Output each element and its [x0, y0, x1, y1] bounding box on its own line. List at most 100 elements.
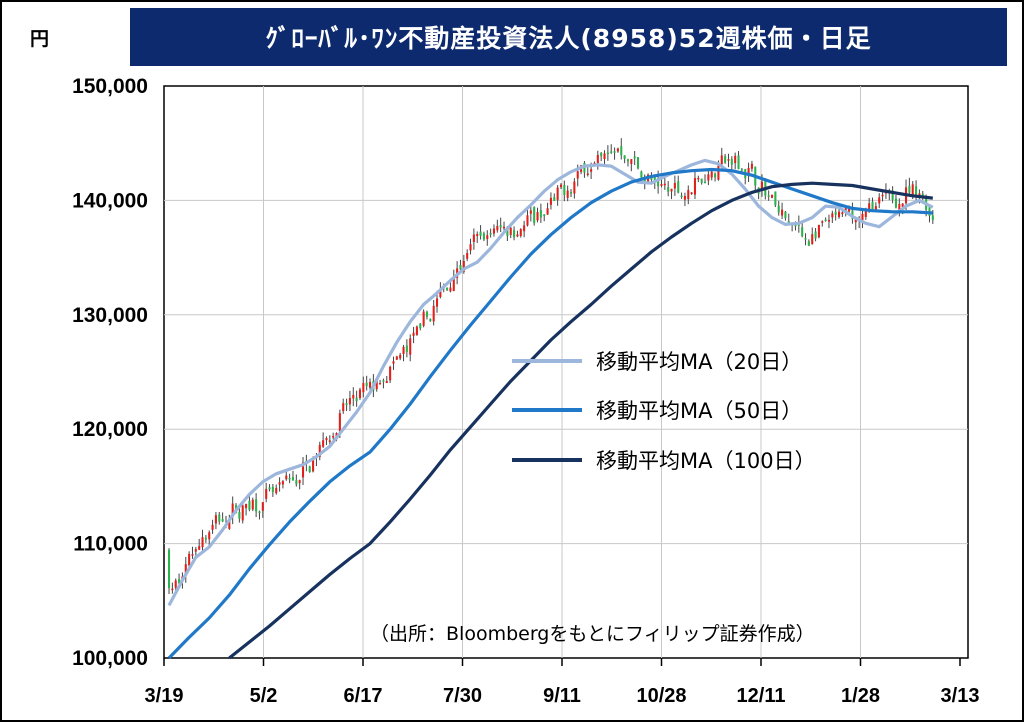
candle-body	[770, 194, 774, 198]
candle-body	[831, 213, 834, 218]
candle-body	[643, 176, 646, 184]
candle-body	[298, 480, 301, 484]
candle-body	[727, 159, 730, 161]
candle-body	[750, 163, 753, 169]
candle-body	[358, 389, 362, 399]
candle-body	[536, 212, 539, 221]
candle-body	[228, 519, 231, 529]
candle-body	[533, 207, 536, 224]
candle-body	[194, 549, 197, 552]
candle-body	[613, 151, 616, 153]
candle-body	[653, 177, 656, 182]
candle-body	[623, 155, 626, 159]
candle-body	[781, 209, 784, 216]
candle-body	[255, 499, 258, 512]
candle-body	[275, 487, 278, 494]
candle-body	[301, 462, 305, 478]
candle-body	[848, 208, 851, 212]
candle-body	[382, 380, 385, 382]
candle-body	[218, 514, 221, 522]
candle-body	[714, 173, 717, 178]
candle-body	[312, 457, 315, 472]
moving-average-lines	[167, 158, 934, 660]
y-unit-label: 円	[30, 28, 50, 50]
candle-body	[740, 169, 743, 171]
candle-body	[278, 482, 281, 485]
candle-body	[184, 564, 187, 576]
candle-body	[355, 397, 358, 402]
chart-title-text: ｸﾞﾛｰﾊﾞﾙ･ﾜﾝ不動産投資法人(8958)52週株価・日足	[265, 24, 872, 53]
candle-body	[214, 515, 217, 524]
candle-body	[737, 155, 740, 170]
candle-body	[198, 546, 201, 550]
candle-body	[402, 346, 405, 355]
candle-body	[626, 159, 630, 162]
candle-body	[931, 215, 934, 220]
candle-body	[573, 181, 576, 194]
candle-body	[452, 276, 455, 291]
candle-body	[734, 155, 737, 164]
candle-body	[918, 193, 921, 196]
candle-body	[673, 182, 676, 189]
candle-body	[435, 298, 439, 307]
candle-body	[248, 500, 251, 510]
candle-body	[308, 466, 311, 473]
x-tick-label: 10/28	[636, 685, 686, 707]
candle-body	[600, 152, 603, 157]
candle-body	[399, 354, 402, 359]
candle-body	[630, 159, 633, 164]
candle-body	[824, 219, 827, 222]
candle-body	[338, 413, 341, 432]
candle-body	[432, 305, 435, 322]
candle-body	[720, 155, 723, 165]
x-axis: 3/19 5/2 6/17 7/30 9/11 10/28 12/11 1/28 3/13	[145, 658, 979, 707]
candle-body	[894, 198, 898, 208]
candle-body	[908, 185, 911, 193]
candle-body	[489, 233, 492, 235]
candle-body	[874, 206, 877, 212]
candle-body	[499, 225, 502, 228]
candle-body	[687, 190, 690, 200]
candle-body	[238, 512, 241, 519]
candle-body	[724, 156, 727, 163]
candle-body	[784, 211, 787, 219]
legend-label-ma100: 移動平均MA（100日）	[596, 449, 816, 473]
candle-body	[328, 440, 331, 442]
candle-body	[201, 537, 204, 548]
candle-body	[801, 227, 804, 237]
candle-body	[509, 227, 512, 235]
candle-body	[211, 524, 214, 530]
candle-body	[271, 486, 274, 492]
candle-body	[837, 211, 841, 218]
candle-body	[519, 229, 522, 236]
candle-body	[241, 505, 244, 521]
y-tick-label: 120,000	[72, 418, 148, 441]
candle-body	[523, 225, 526, 232]
candle-body	[911, 184, 914, 196]
candle-body	[231, 503, 234, 517]
candle-body	[469, 244, 472, 251]
candle-body	[342, 403, 345, 412]
candle-body	[449, 287, 452, 292]
candle-body	[553, 196, 556, 201]
candle-body	[794, 224, 797, 227]
candle-body	[633, 156, 636, 159]
candle-body	[804, 238, 807, 240]
y-tick-label: 150,000	[72, 75, 148, 98]
candle-body	[787, 221, 790, 223]
candle-body	[703, 181, 707, 184]
candle-body	[861, 213, 864, 221]
legend-label-ma50: 移動平均MA（50日）	[596, 399, 802, 423]
candle-body	[288, 477, 291, 480]
x-tick-label: 3/19	[145, 685, 184, 707]
candle-body	[332, 435, 335, 438]
candle-body	[462, 260, 465, 272]
candle-body	[405, 345, 408, 352]
candle-body	[208, 532, 211, 540]
candle-body	[265, 488, 268, 499]
candle-body	[516, 234, 519, 237]
candle-body	[760, 181, 764, 191]
candle-body	[362, 383, 365, 393]
candle-body	[412, 332, 415, 336]
candle-body	[730, 158, 733, 165]
